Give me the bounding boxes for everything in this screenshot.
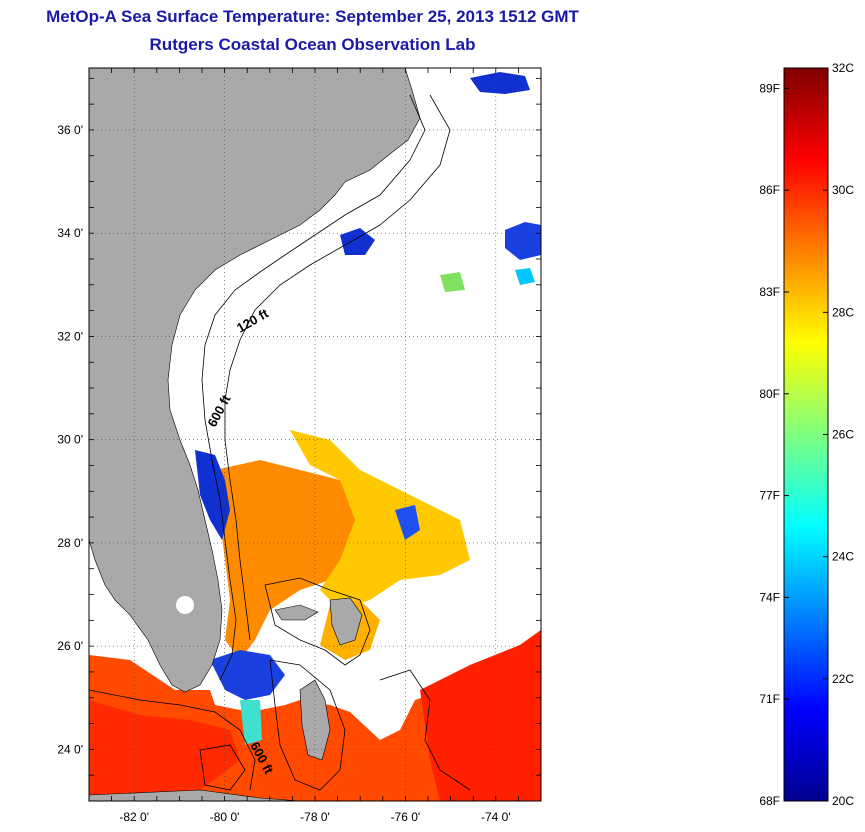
colorbar-f-label-1: 86F [759,183,780,197]
lon-tick-label-1: -80 0' [210,810,240,824]
colorbar-f-label-0: 89F [759,81,780,95]
colorbar-c-label-0: 32C [832,61,854,75]
lat-tick-label-6: 24 0' [57,742,83,756]
sst-patch-ne-blue-2 [505,222,541,260]
lon-tick-label-0: -82 0' [119,810,149,824]
lat-tick-label-3: 30 0' [57,433,83,447]
sst-patch-ne-blue-1 [470,72,530,94]
sst-patch-south-east-red [420,630,541,801]
colorbar-f-label-3: 80F [759,387,780,401]
lake-okeechobee [176,596,194,614]
contour-120ft [201,94,426,681]
colorbar-ticks: 89F 86F 83F 80F 77F 74F 71F 68F 32C 30C 28C 26C 24C 2… [759,61,854,808]
contour-south [89,689,256,791]
map-ticks: -82 0' -80 0' -78 0' -76 0' -74 0' 36 0' 34 0'… [57,68,542,824]
lat-tick-label-1: 34 0' [57,226,83,240]
colorbar [783,67,829,802]
contour-south-2 [199,744,246,791]
map-subtitle: Rutgers Coastal Ocean Observation Lab [149,35,476,54]
colorbar-c-label-4: 24C [832,550,854,564]
lon-tick-label-2: -78 0' [300,810,330,824]
lat-tick-label-5: 26 0' [57,639,83,653]
colorbar-c-label-5: 22C [832,672,854,686]
lon-tick-label-3: -76 0' [391,810,421,824]
map-gridlines [89,68,541,801]
sst-patch-florida-blue [195,450,230,540]
lat-tick-label-4: 28 0' [57,536,83,550]
sst-patch-ne-blue-3 [340,228,375,255]
sst-patch-green-1 [440,272,465,292]
contour-bahamas-2 [269,659,346,791]
colorbar-c-label-1: 30C [832,183,854,197]
sst-patch-gulfstream-orange [215,460,360,660]
colorbar-f-label-5: 74F [759,590,780,604]
land-grand-bahama [274,604,319,621]
sst-patch-cyan-south [240,700,262,745]
sst-patch-blue-east [395,505,420,540]
map-title: MetOp-A Sea Surface Temperature: Septemb… [46,7,579,26]
colorbar-c-label-2: 28C [832,305,854,319]
sst-patch-central-yellow [290,430,470,610]
land-bahamas-abaco [329,597,363,646]
colorbar-c-label-6: 20C [832,794,854,808]
sst-patch-sw-red [89,700,240,801]
lat-tick-label-0: 36 0' [57,123,83,137]
land-southeast-us [89,68,421,693]
colorbar-f-label-7: 68F [759,794,780,808]
colorbar-f-label-4: 77F [759,489,780,503]
lon-tick-label-4: -74 0' [481,810,511,824]
contour-bahamas-1 [264,577,371,666]
colorbar-f-label-2: 83F [759,285,780,299]
colorbar-c-label-3: 26C [832,428,854,442]
contour-600ft [224,94,451,641]
lat-tick-label-2: 32 0' [57,329,83,343]
bathymetry-contours [89,94,471,791]
sst-patch-cyan-1 [515,268,535,285]
colorbar-f-label-6: 71F [759,692,780,706]
contour-east-bahamas [379,669,471,791]
